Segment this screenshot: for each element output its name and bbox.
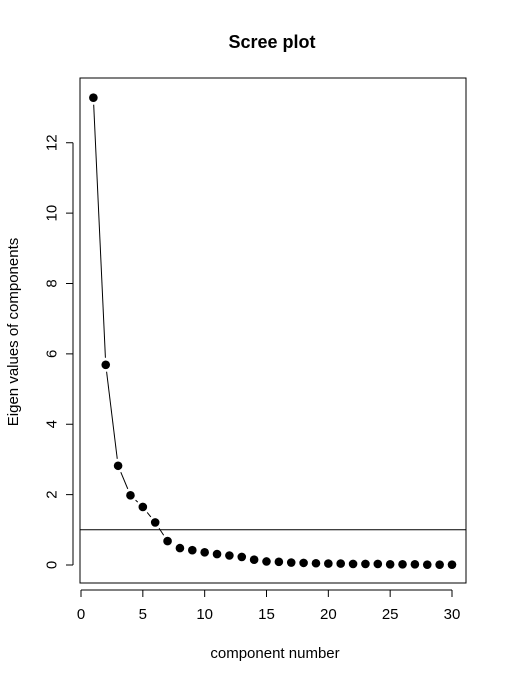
y-tick-label: 10	[44, 205, 61, 222]
y-tick-label: 0	[44, 561, 61, 569]
data-point-3	[113, 461, 123, 471]
series-line-segment	[158, 527, 165, 536]
data-point-15	[262, 557, 271, 566]
series-line-segment	[93, 104, 106, 358]
data-point-7	[163, 536, 172, 546]
data-point-22	[348, 559, 358, 569]
chart-title: Scree plot	[228, 32, 315, 52]
data-point-17	[286, 558, 296, 567]
y-tick-label: 2	[44, 490, 61, 498]
plot-frame	[79, 77, 467, 584]
x-tick-label: 20	[320, 606, 337, 623]
data-point-6	[150, 518, 160, 527]
x-tick-label: 5	[139, 606, 147, 623]
data-point-9	[188, 545, 197, 555]
y-tick-label: 6	[44, 350, 61, 358]
series-line-segment	[146, 512, 152, 518]
series-line-segment	[135, 499, 139, 503]
data-point-8	[175, 543, 185, 553]
data-point-18	[299, 558, 308, 568]
y-axis-label: Eigen values of components	[5, 238, 22, 426]
x-tick-label: 30	[444, 606, 461, 623]
data-point-16	[274, 557, 284, 567]
x-tick-label: 0	[77, 606, 85, 623]
series-line-segment	[106, 371, 118, 459]
data-point-5	[138, 502, 148, 512]
data-point-25	[385, 559, 395, 569]
data-point-20	[324, 559, 333, 568]
data-point-10	[200, 548, 209, 557]
data-point-21	[336, 559, 346, 568]
y-tick-label: 8	[44, 279, 61, 287]
y-tick-label: 12	[44, 134, 61, 151]
y-axis: 0 2 4 6 8 10 12	[44, 134, 74, 569]
x-axis-label: component number	[210, 645, 339, 662]
data-point-13	[237, 552, 247, 562]
x-tick-label: 15	[258, 606, 275, 623]
data-point-23	[361, 559, 370, 569]
series-line-segment	[120, 472, 129, 490]
data-point-27	[410, 559, 420, 569]
data-point-26	[398, 559, 407, 569]
x-axis: 0 5 10 15 20 25 30	[77, 589, 461, 623]
data-point-4	[126, 491, 135, 500]
data-point-1	[89, 93, 98, 103]
data-point-30	[447, 560, 457, 569]
data-point-11	[212, 549, 222, 559]
data-point-14	[249, 555, 259, 565]
data-point-24	[373, 559, 383, 569]
data-point-2	[101, 360, 111, 370]
data-point-28	[422, 560, 432, 569]
x-tick-label: 25	[382, 606, 399, 623]
data-point-29	[435, 560, 444, 569]
data-point-12	[225, 551, 234, 560]
data-point-19	[311, 558, 321, 568]
y-tick-label: 4	[44, 420, 61, 428]
x-tick-label: 10	[196, 606, 213, 623]
